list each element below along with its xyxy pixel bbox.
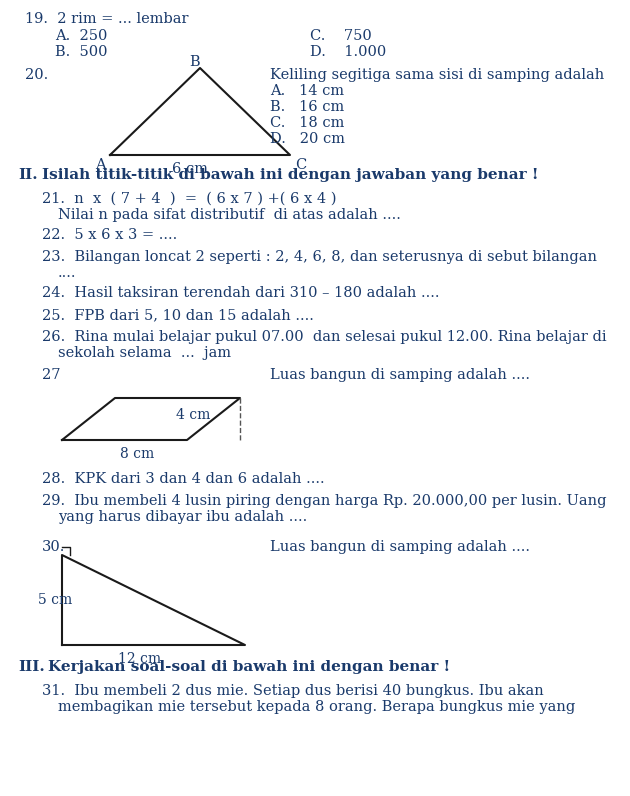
Text: membagikan mie tersebut kepada 8 orang. Berapa bungkus mie yang: membagikan mie tersebut kepada 8 orang. … (58, 700, 575, 714)
Text: 26.  Rina mulai belajar pukul 07.00  dan selesai pukul 12.00. Rina belajar di: 26. Rina mulai belajar pukul 07.00 dan s… (42, 330, 607, 344)
Text: Keliling segitiga sama sisi di samping adalah: Keliling segitiga sama sisi di samping a… (270, 68, 604, 82)
Text: 24.  Hasil taksiran terendah dari 310 – 180 adalah ....: 24. Hasil taksiran terendah dari 310 – 1… (42, 286, 440, 300)
Text: 30.: 30. (42, 540, 66, 554)
Text: 6 cm: 6 cm (172, 162, 208, 176)
Text: 20.: 20. (25, 68, 49, 82)
Text: A.  250: A. 250 (55, 29, 107, 43)
Text: Nilai n pada sifat distributif  di atas adalah ....: Nilai n pada sifat distributif di atas a… (58, 208, 401, 222)
Text: 19.  2 rim = ... lembar: 19. 2 rim = ... lembar (25, 12, 188, 26)
Text: C.   18 cm: C. 18 cm (270, 116, 345, 130)
Text: D.   20 cm: D. 20 cm (270, 132, 345, 146)
Text: 27: 27 (42, 368, 60, 382)
Text: Luas bangun di samping adalah ....: Luas bangun di samping adalah .... (270, 540, 530, 554)
Text: 5 cm: 5 cm (38, 593, 72, 607)
Text: D.    1.000: D. 1.000 (310, 45, 386, 59)
Text: A: A (95, 158, 106, 172)
Text: B: B (190, 55, 200, 69)
Text: 22.  5 x 6 x 3 = ....: 22. 5 x 6 x 3 = .... (42, 228, 177, 242)
Text: II.: II. (18, 168, 38, 182)
Text: 28.  KPK dari 3 dan 4 dan 6 adalah ....: 28. KPK dari 3 dan 4 dan 6 adalah .... (42, 472, 324, 486)
Text: Kerjakan soal-soal di bawah ini dengan benar !: Kerjakan soal-soal di bawah ini dengan b… (48, 660, 450, 674)
Text: sekolah selama  ...  jam: sekolah selama ... jam (58, 346, 231, 360)
Text: 4 cm: 4 cm (176, 408, 210, 422)
Text: Luas bangun di samping adalah ....: Luas bangun di samping adalah .... (270, 368, 530, 382)
Text: 29.  Ibu membeli 4 lusin piring dengan harga Rp. 20.000,00 per lusin. Uang: 29. Ibu membeli 4 lusin piring dengan ha… (42, 494, 607, 508)
Text: 12 cm: 12 cm (118, 652, 161, 666)
Text: B.   16 cm: B. 16 cm (270, 100, 344, 114)
Text: 25.  FPB dari 5, 10 dan 15 adalah ....: 25. FPB dari 5, 10 dan 15 adalah .... (42, 308, 314, 322)
Text: ....: .... (58, 266, 76, 280)
Text: III.: III. (18, 660, 45, 674)
Text: yang harus dibayar ibu adalah ....: yang harus dibayar ibu adalah .... (58, 510, 307, 524)
Text: 8 cm: 8 cm (120, 447, 154, 461)
Text: Isilah titik-titik di bawah ini dengan jawaban yang benar !: Isilah titik-titik di bawah ini dengan j… (42, 168, 539, 182)
Text: A.   14 cm: A. 14 cm (270, 84, 344, 98)
Text: 21.  n  x  ( 7 + 4  )  =  ( 6 x 7 ) +( 6 x 4 ): 21. n x ( 7 + 4 ) = ( 6 x 7 ) +( 6 x 4 ) (42, 192, 336, 206)
Text: C: C (295, 158, 306, 172)
Text: B.  500: B. 500 (55, 45, 108, 59)
Text: 23.  Bilangan loncat 2 seperti : 2, 4, 6, 8, dan seterusnya di sebut bilangan: 23. Bilangan loncat 2 seperti : 2, 4, 6,… (42, 250, 597, 264)
Text: C.    750: C. 750 (310, 29, 372, 43)
Text: 31.  Ibu membeli 2 dus mie. Setiap dus berisi 40 bungkus. Ibu akan: 31. Ibu membeli 2 dus mie. Setiap dus be… (42, 684, 544, 698)
